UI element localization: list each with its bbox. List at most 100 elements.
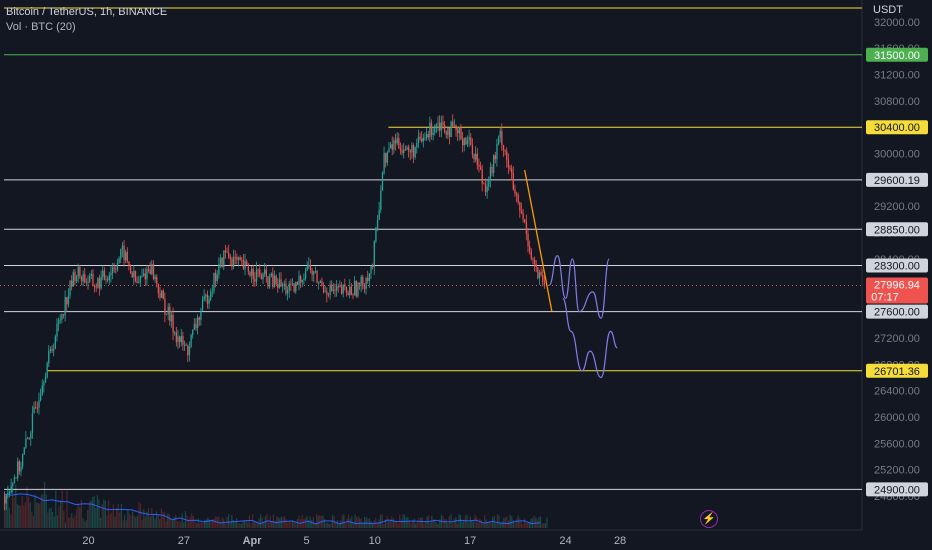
candle-body[interactable] xyxy=(452,121,454,126)
volume-bar[interactable] xyxy=(245,520,247,528)
volume-bar[interactable] xyxy=(455,517,457,528)
volume-bar[interactable] xyxy=(330,522,332,528)
candle-body[interactable] xyxy=(342,284,344,294)
candle-body[interactable] xyxy=(182,335,184,345)
volume-bar[interactable] xyxy=(487,522,489,528)
volume-bar[interactable] xyxy=(135,517,137,528)
candle-body[interactable] xyxy=(347,292,349,296)
candle-body[interactable] xyxy=(85,281,88,283)
candle-body[interactable] xyxy=(162,290,164,299)
candle-body[interactable] xyxy=(471,144,474,155)
volume-bar[interactable] xyxy=(528,522,530,528)
candle-body[interactable] xyxy=(7,492,9,495)
candle-body[interactable] xyxy=(383,152,385,173)
lightning-icon[interactable]: ⚡ xyxy=(700,510,718,528)
candle-body[interactable] xyxy=(41,385,43,396)
volume-bar[interactable] xyxy=(242,521,244,528)
volume-bar[interactable] xyxy=(28,496,30,528)
candle-body[interactable] xyxy=(504,149,506,152)
volume-bar[interactable] xyxy=(447,523,449,528)
volume-bar[interactable] xyxy=(516,519,518,528)
candle-body[interactable] xyxy=(527,233,529,247)
candle-body[interactable] xyxy=(491,167,493,173)
volume-bar[interactable] xyxy=(344,523,346,528)
volume-bar[interactable] xyxy=(407,517,409,528)
volume-bar[interactable] xyxy=(32,516,34,528)
candle-body[interactable] xyxy=(457,130,459,134)
candle-body[interactable] xyxy=(270,273,272,277)
volume-bar[interactable] xyxy=(192,516,194,528)
volume-bar[interactable] xyxy=(212,519,214,528)
volume-bar[interactable] xyxy=(210,521,212,528)
candle-body[interactable] xyxy=(35,407,37,409)
volume-bar[interactable] xyxy=(306,516,308,528)
volume-bar[interactable] xyxy=(429,522,431,528)
candle-body[interactable] xyxy=(493,155,495,173)
candle-body[interactable] xyxy=(174,332,176,334)
volume-bar[interactable] xyxy=(336,520,338,528)
volume-bar[interactable] xyxy=(476,516,478,528)
candle-body[interactable] xyxy=(67,295,70,305)
volume-bar[interactable] xyxy=(253,521,255,528)
candle-body[interactable] xyxy=(161,290,163,298)
candle-body[interactable] xyxy=(362,277,364,287)
price-label-box[interactable] xyxy=(866,482,928,497)
candle-body[interactable] xyxy=(363,286,366,289)
candle-body[interactable] xyxy=(272,273,274,288)
volume-bar[interactable] xyxy=(256,523,258,528)
volume-bar[interactable] xyxy=(397,523,399,528)
candle-body[interactable] xyxy=(406,146,408,150)
volume-bar[interactable] xyxy=(239,523,241,528)
candle-body[interactable] xyxy=(46,363,48,378)
candle-body[interactable] xyxy=(525,221,528,234)
candle-body[interactable] xyxy=(23,447,25,455)
volume-bar[interactable] xyxy=(341,515,343,528)
candle-body[interactable] xyxy=(425,134,428,138)
candle-body[interactable] xyxy=(532,258,534,260)
volume-bar[interactable] xyxy=(501,521,503,528)
candle-body[interactable] xyxy=(177,336,179,343)
candle-body[interactable] xyxy=(20,466,22,472)
candle-body[interactable] xyxy=(478,164,480,167)
candle-body[interactable] xyxy=(84,274,86,283)
volume-bar[interactable] xyxy=(287,522,289,528)
volume-bar[interactable] xyxy=(18,504,20,528)
volume-bar[interactable] xyxy=(472,521,474,528)
candle-body[interactable] xyxy=(120,249,122,259)
volume-bar[interactable] xyxy=(272,514,274,528)
candle-body[interactable] xyxy=(43,381,45,386)
volume-bar[interactable] xyxy=(125,520,127,528)
volume-bar[interactable] xyxy=(98,499,100,528)
volume-bar[interactable] xyxy=(268,522,270,528)
candle-body[interactable] xyxy=(75,276,78,282)
volume-bar[interactable] xyxy=(380,514,382,528)
candle-body[interactable] xyxy=(422,137,425,142)
volume-bar[interactable] xyxy=(240,523,242,528)
volume-bar[interactable] xyxy=(492,517,494,528)
volume-bar[interactable] xyxy=(400,519,402,528)
volume-bar[interactable] xyxy=(92,496,94,528)
candle-body[interactable] xyxy=(273,275,276,288)
candle-body[interactable] xyxy=(13,477,16,484)
candle-body[interactable] xyxy=(61,314,63,320)
volume-bar[interactable] xyxy=(524,518,526,528)
candle-body[interactable] xyxy=(125,251,127,261)
volume-bar[interactable] xyxy=(352,523,354,528)
volume-bar[interactable] xyxy=(154,518,156,528)
candle-body[interactable] xyxy=(296,281,299,285)
volume-bar[interactable] xyxy=(424,521,426,528)
candle-body[interactable] xyxy=(172,314,174,333)
candle-body[interactable] xyxy=(484,184,487,193)
volume-bar[interactable] xyxy=(140,503,142,528)
candle-body[interactable] xyxy=(308,264,310,267)
candle-body[interactable] xyxy=(282,284,284,287)
candle-body[interactable] xyxy=(404,149,407,151)
candle-body[interactable] xyxy=(129,265,132,273)
candle-body[interactable] xyxy=(21,454,24,467)
candle-body[interactable] xyxy=(179,336,181,343)
candle-body[interactable] xyxy=(479,166,482,170)
volume-bar[interactable] xyxy=(365,517,367,528)
volume-bar[interactable] xyxy=(412,520,414,528)
candle-body[interactable] xyxy=(283,283,285,285)
